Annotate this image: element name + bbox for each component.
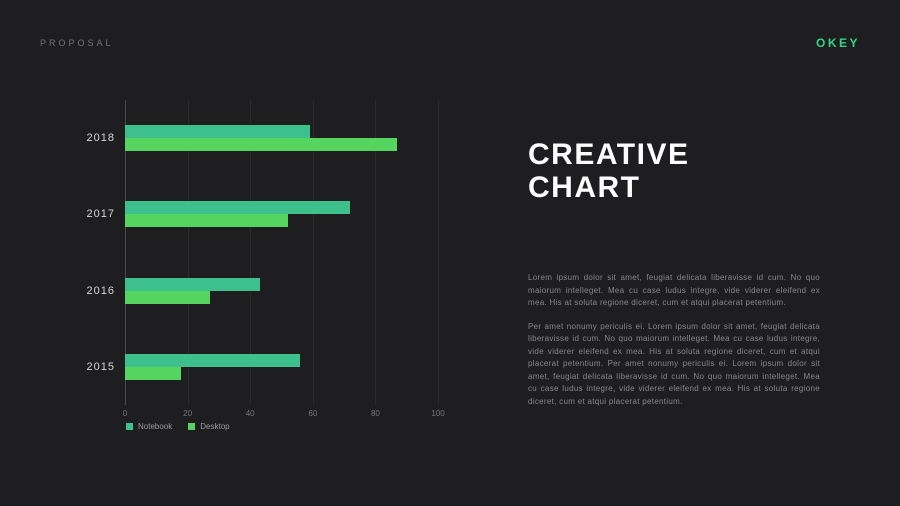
bar-chart: 2018 2017 2016 2015 0 20 40 60 80 100 Notebook De…: [87, 100, 445, 431]
chart-group-2015: 2015: [87, 329, 438, 405]
legend-label: Notebook: [138, 422, 173, 431]
logo: OKEY: [815, 36, 860, 50]
body-text: Lorem ipsum dolor sit amet, feugiat deli…: [528, 272, 820, 419]
proposal-label: PROPOSAL: [40, 38, 114, 48]
category-label: 2017: [86, 208, 115, 221]
chart-plot-area: 2018 2017 2016 2015: [87, 100, 438, 405]
gridline: [187, 100, 189, 405]
gridline: [250, 100, 252, 405]
bar-notebook-2017: [125, 201, 351, 215]
legend-swatch: [188, 423, 196, 430]
slide-title-line2: CHART: [528, 171, 641, 204]
bar-desktop-2018: [125, 138, 398, 152]
slide-title-line1: CREATIVE: [528, 138, 690, 171]
x-tick-label: 60: [308, 409, 318, 418]
bar-desktop-2017: [125, 214, 288, 228]
gridline: [438, 100, 439, 405]
category-label: 2018: [86, 132, 115, 145]
y-axis-line: [125, 100, 126, 405]
x-tick-label: 40: [245, 409, 255, 418]
chart-group-2018: 2018: [87, 100, 438, 176]
gridline: [312, 100, 314, 405]
bar-notebook-2016: [125, 277, 260, 291]
bar-notebook-2018: [125, 125, 310, 139]
chart-group-2016: 2016: [87, 253, 438, 329]
x-tick-label: 80: [370, 409, 380, 418]
bar-desktop-2015: [125, 366, 182, 380]
slide-title: CREATIVE CHART: [528, 138, 689, 204]
body-paragraph-1: Lorem ipsum dolor sit amet, feugiat deli…: [528, 273, 820, 307]
legend-swatch: [126, 423, 133, 430]
x-axis-ticks: 0 20 40 60 80 100: [122, 409, 445, 421]
x-tick-label: 0: [122, 409, 128, 418]
chart-legend: Notebook Desktop: [126, 422, 230, 431]
legend-item-desktop: Desktop: [188, 422, 230, 431]
x-tick-label: 100: [431, 409, 445, 418]
legend-label: Desktop: [200, 422, 230, 431]
legend-item-notebook: Notebook: [126, 422, 172, 431]
category-label: 2015: [86, 360, 115, 373]
bar-notebook-2015: [125, 353, 301, 367]
gridline: [375, 100, 377, 405]
chart-group-2017: 2017: [87, 176, 438, 252]
body-paragraph-2: Per amet nonumy periculis ei. Lorem ipsu…: [528, 321, 820, 406]
x-tick-label: 20: [183, 409, 193, 418]
category-label: 2016: [86, 284, 115, 297]
bar-desktop-2016: [125, 290, 210, 304]
